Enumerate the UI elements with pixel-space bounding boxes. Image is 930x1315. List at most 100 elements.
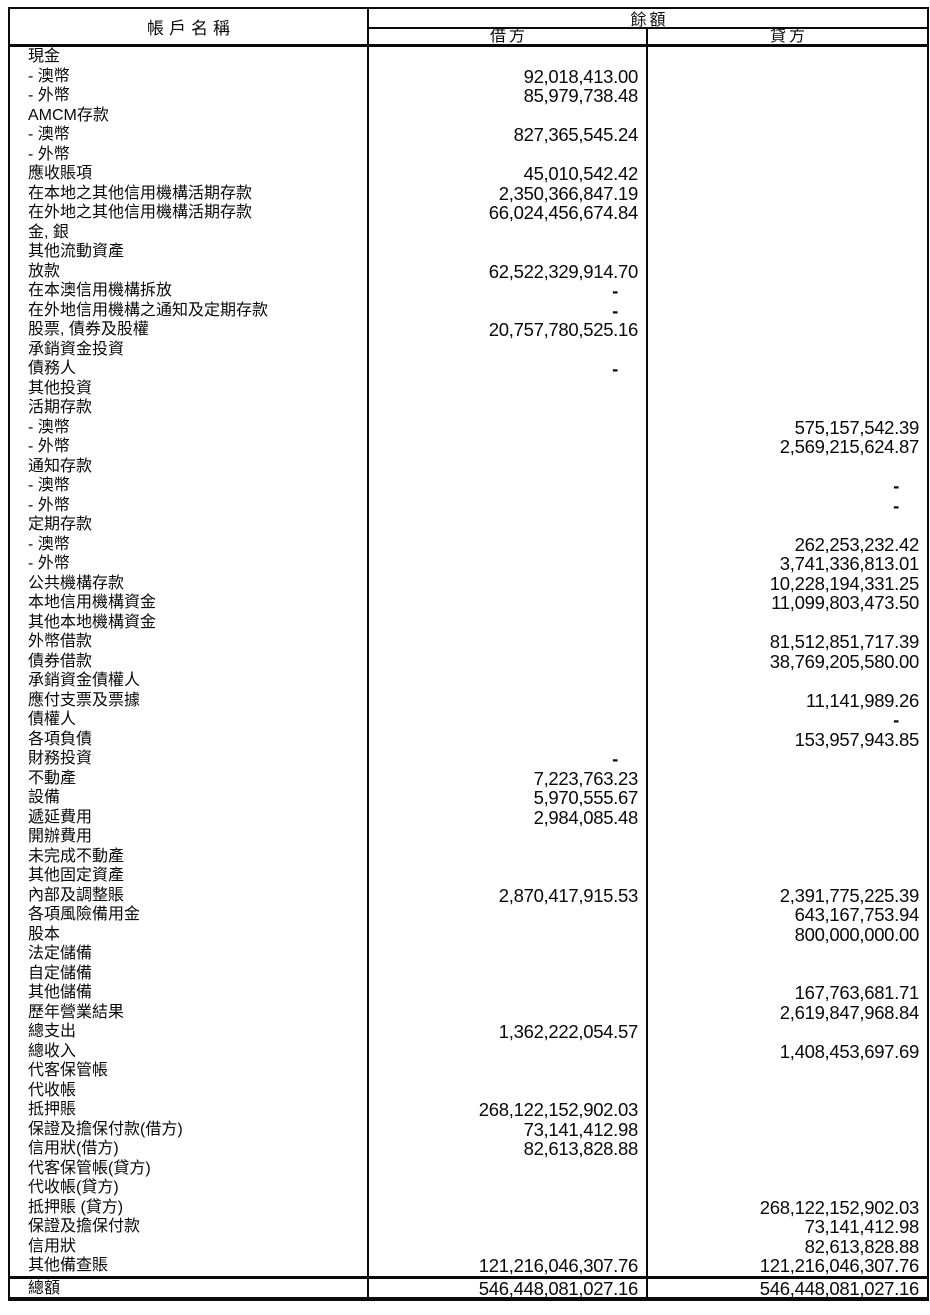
table-row: 開辦費用 [10, 827, 927, 847]
credit-value-cell [648, 164, 927, 184]
table-row: AMCM存款 [10, 105, 927, 125]
account-name-cell: 放款 [10, 261, 369, 281]
debit-value-cell [369, 1236, 648, 1256]
table-row: 金, 銀 [10, 222, 927, 243]
account-name-cell: 債權人 [10, 710, 369, 730]
debit-value-cell: 85,979,738.48 [369, 86, 648, 106]
credit-value-cell [648, 262, 927, 282]
table-row: 股本 800,000,000.00 [10, 924, 927, 944]
account-name-cell: 代收帳 [10, 1080, 369, 1100]
credit-value-cell: 153,957,943.85 [794, 728, 920, 750]
credit-value-cell: 575,157,542.39 [794, 416, 920, 438]
account-name-cell: - 澳幣 [10, 125, 369, 145]
debit-value-cell [369, 105, 648, 125]
table-row: - 外幣 3,741,336,813.01 [10, 554, 927, 574]
credit-value-cell [648, 47, 927, 67]
table-row: 其他固定資產 [10, 866, 927, 886]
account-name-cell: 股票, 債券及股權 [10, 320, 369, 340]
table-row: 其他儲備 167,763,681.71 [10, 983, 927, 1003]
credit-value-cell: 167,763,681.71 [794, 982, 920, 1003]
table-row: 其他投資 [10, 378, 927, 398]
credit-value-cell [648, 1061, 927, 1081]
debit-value-cell [369, 515, 648, 535]
credit-value-cell [648, 320, 927, 340]
table-row: 在本地之其他信用機構活期存款 2,350,366,847.19 [10, 183, 927, 203]
table-row: 內部及調整賬 2,870,417,915.53 2,391,775,225.39 [10, 885, 927, 905]
account-name-cell: 在本地之其他信用機構活期存款 [10, 183, 369, 203]
account-name-cell: 各項負債 [10, 729, 369, 749]
credit-value-cell [648, 67, 927, 87]
account-name-cell: 歷年營業結果 [10, 1002, 369, 1022]
credit-value-cell [648, 1139, 927, 1159]
table-row: - 澳幣 827,365,545.24 [10, 125, 927, 145]
credit-value-cell [648, 769, 927, 789]
credit-value-cell [648, 866, 927, 886]
table-row: - 外幣 85,979,738.48 [10, 86, 927, 106]
debit-value-cell [369, 827, 648, 847]
debit-value-cell: 2,984,085.48 [369, 807, 648, 827]
account-name-cell: 其他儲備 [10, 983, 369, 1003]
account-name-cell: 總收入 [10, 1041, 369, 1061]
table-row: 法定儲備 [10, 944, 927, 964]
table-row: 抵押賬 268,122,152,902.03 [10, 1100, 927, 1120]
credit-value-cell [648, 223, 927, 243]
debit-value-cell: 5,970,555.67 [369, 788, 648, 808]
table-row: 外幣借款 81,512,851,717.39 [10, 632, 927, 652]
account-name-cell: 其他投資 [10, 378, 369, 398]
table-header: 帳戶名稱 餘額 借方 貸方 [10, 9, 927, 47]
table-row: 應付支票及票據 11,141,989.26 [10, 690, 927, 710]
table-row: 放款 62,522,329,914.70 [10, 261, 927, 282]
account-name-cell: 未完成不動產 [10, 846, 369, 866]
account-name-cell: - 外幣 [10, 86, 369, 106]
debit-value-cell [369, 944, 648, 964]
account-name-cell: 在本澳信用機構拆放 [10, 281, 369, 301]
account-name-cell: 活期存款 [10, 398, 369, 418]
debit-value-cell: - [369, 359, 648, 379]
table-row: 債權人 - [10, 710, 927, 730]
account-name-cell: 公共機構存款 [10, 573, 369, 593]
account-name-cell: 代客保管帳(貸方) [10, 1158, 369, 1178]
debit-value-cell [369, 378, 648, 398]
credit-value-cell [648, 203, 927, 223]
account-name-cell: 承銷資金投資 [10, 339, 369, 359]
table-row: 代收帳 [10, 1080, 927, 1101]
credit-value-cell [648, 281, 927, 301]
table-row: - 外幣 [10, 144, 927, 164]
debit-value-cell [369, 1080, 648, 1100]
credit-value-cell: - [893, 494, 899, 516]
table-row: 通知存款 [10, 456, 927, 476]
credit-value-cell: 1,408,453,697.69 [779, 1040, 920, 1062]
credit-value-cell: 11,099,803,473.50 [771, 592, 919, 613]
table-row: 股票, 債券及股權 20,757,780,525.16 [10, 320, 927, 340]
table-row: 總收入 1,408,453,697.69 [10, 1040, 927, 1062]
account-name-cell: 其他流動資產 [10, 242, 369, 262]
table-row: 承銷資金債權人 [10, 671, 927, 691]
table-row: 承銷資金投資 [10, 339, 927, 359]
column-header-account-name: 帳戶名稱 [10, 9, 369, 44]
account-name-cell: 債券借款 [10, 651, 369, 671]
debit-value-cell: 7,223,763.23 [369, 768, 648, 788]
credit-value-cell [648, 808, 927, 828]
table-row: - 澳幣 - [10, 476, 927, 496]
debit-value-cell [369, 417, 648, 437]
table-row: 設備 5,970,555.67 [10, 788, 927, 808]
account-name-cell: - 澳幣 [10, 476, 369, 496]
credit-value-cell: 121,216,046,307.76 [759, 1255, 920, 1276]
table-row: - 外幣 2,569,215,624.87 [10, 437, 927, 457]
credit-value-cell [648, 1081, 927, 1101]
debit-value-cell [369, 398, 648, 418]
debit-value-cell [369, 554, 648, 574]
debit-value-cell: 20,757,780,525.16 [369, 320, 648, 340]
debit-value-cell [369, 242, 648, 262]
debit-value-cell [369, 1178, 648, 1198]
total-debit-value: 546,448,081,027.16 [369, 1278, 648, 1298]
credit-value-cell: 268,122,152,902.03 [759, 1196, 920, 1218]
credit-value-cell [648, 1100, 927, 1120]
credit-value-cell [648, 242, 927, 262]
account-name-cell: - 澳幣 [10, 534, 369, 554]
account-name-cell: 抵押賬 (貸方) [10, 1197, 369, 1217]
table-row: 代收帳(貸方) [10, 1178, 927, 1198]
account-name-cell: 保證及擔保付款 [10, 1217, 369, 1237]
credit-value-cell [648, 613, 927, 633]
account-name-cell: 在外地信用機構之通知及定期存款 [10, 300, 369, 320]
